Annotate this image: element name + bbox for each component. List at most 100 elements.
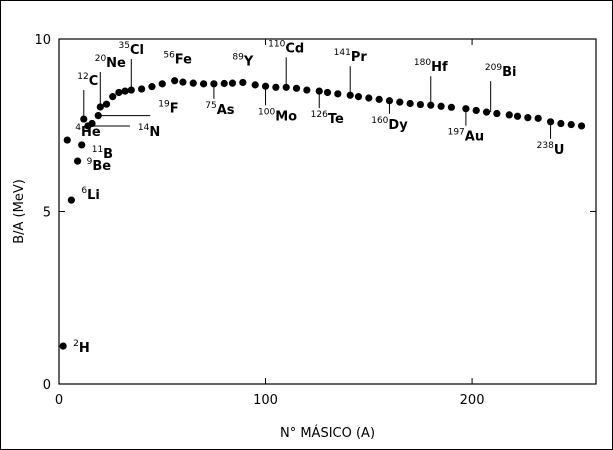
data-point <box>67 196 75 204</box>
data-points <box>59 77 586 350</box>
data-point <box>462 105 470 113</box>
mass-number: 126 <box>311 110 328 120</box>
element-symbol: As <box>217 103 235 118</box>
isotope-label: 14N <box>138 123 160 140</box>
data-point <box>303 86 311 94</box>
data-point <box>282 83 290 91</box>
isotope-label: 126Te <box>311 110 344 127</box>
mass-number: 141 <box>334 48 351 58</box>
isotope-label: 12C <box>77 72 98 89</box>
element-symbol: Te <box>328 112 344 127</box>
data-point <box>567 120 575 129</box>
mass-number: 12 <box>77 72 88 82</box>
y-tick-label: 10 <box>34 33 51 48</box>
data-point <box>59 342 67 350</box>
data-point <box>179 78 187 86</box>
y-axis-label: B/A (MeV) <box>12 179 27 244</box>
element-symbol: Bi <box>502 65 516 80</box>
element-symbol: Ne <box>106 56 126 71</box>
data-point <box>94 111 102 120</box>
mass-number: 6 <box>81 186 87 196</box>
data-point <box>88 119 96 128</box>
isotope-label: 75As <box>205 101 235 118</box>
element-symbol: C <box>89 74 99 89</box>
mass-number: 56 <box>163 51 175 61</box>
data-point <box>577 122 586 130</box>
x-tick-label: 200 <box>460 393 485 408</box>
data-point <box>437 102 445 110</box>
element-symbol: Dy <box>388 118 408 133</box>
isotope-label: 19F <box>158 100 178 117</box>
mass-number: 75 <box>205 101 216 111</box>
isotope-label: 9Be <box>87 157 112 174</box>
element-symbol: H <box>79 341 90 356</box>
y-tick-label: 5 <box>43 206 51 221</box>
mass-number: 20 <box>95 54 107 64</box>
data-point <box>73 157 82 165</box>
data-point <box>482 108 491 116</box>
data-point <box>546 118 555 126</box>
data-point <box>251 81 259 89</box>
data-point <box>365 94 373 102</box>
mass-number: 197 <box>448 128 465 138</box>
data-point <box>148 83 156 91</box>
data-point <box>323 88 332 97</box>
data-point <box>228 79 237 87</box>
mass-number: 100 <box>258 107 275 117</box>
data-point <box>158 80 166 88</box>
isotope-label: 197Au <box>448 128 485 145</box>
isotope-label: 110Cd <box>268 39 304 56</box>
element-symbol: F <box>170 102 179 117</box>
mass-number: 160 <box>371 116 388 126</box>
element-symbol: Au <box>465 130 484 145</box>
isotope-label: 6Li <box>81 186 99 203</box>
mass-number: 19 <box>158 100 170 110</box>
data-point <box>334 90 342 98</box>
data-point <box>375 95 383 103</box>
data-point <box>63 136 71 144</box>
data-point <box>102 100 111 108</box>
data-point <box>315 87 323 95</box>
mass-number: 238 <box>537 141 554 151</box>
data-point <box>272 83 280 91</box>
mass-number: 2 <box>73 339 79 349</box>
isotope-label: 11B <box>92 145 113 162</box>
element-symbol: Cl <box>130 43 144 58</box>
data-point <box>534 114 542 122</box>
data-point <box>505 111 513 119</box>
x-tick-label: 100 <box>253 393 278 408</box>
data-point <box>346 91 354 99</box>
isotope-label: 4He <box>75 123 101 140</box>
element-symbol: Mo <box>275 109 297 124</box>
mass-number: 89 <box>232 52 244 62</box>
data-point <box>199 80 208 88</box>
data-point <box>171 77 179 85</box>
data-point <box>292 84 301 92</box>
mass-number: 9 <box>87 157 93 167</box>
mass-number: 110 <box>268 39 285 49</box>
element-symbol: Hf <box>431 60 448 75</box>
isotope-label: 56Fe <box>163 51 192 68</box>
element-symbol: Cd <box>285 41 304 56</box>
axis-ticks: 0 100 200 0 5 10 <box>34 33 596 408</box>
data-point <box>210 80 218 88</box>
data-point <box>447 103 456 111</box>
data-point <box>96 103 104 111</box>
element-symbol: Li <box>87 188 100 203</box>
data-point <box>138 85 146 93</box>
isotope-label: 160Dy <box>371 116 408 133</box>
isotope-label: 141Pr <box>334 48 368 65</box>
data-point <box>416 100 425 109</box>
mass-number: 180 <box>414 58 431 68</box>
element-symbol: Fe <box>175 53 192 68</box>
mass-number: 14 <box>138 123 150 133</box>
element-symbol: Be <box>92 159 111 174</box>
x-tick-label: 0 <box>55 393 63 408</box>
data-point <box>493 109 501 118</box>
data-point <box>80 115 88 123</box>
mass-number: 4 <box>75 123 81 133</box>
data-point <box>472 106 480 115</box>
data-point <box>121 87 129 95</box>
data-point <box>385 97 394 105</box>
